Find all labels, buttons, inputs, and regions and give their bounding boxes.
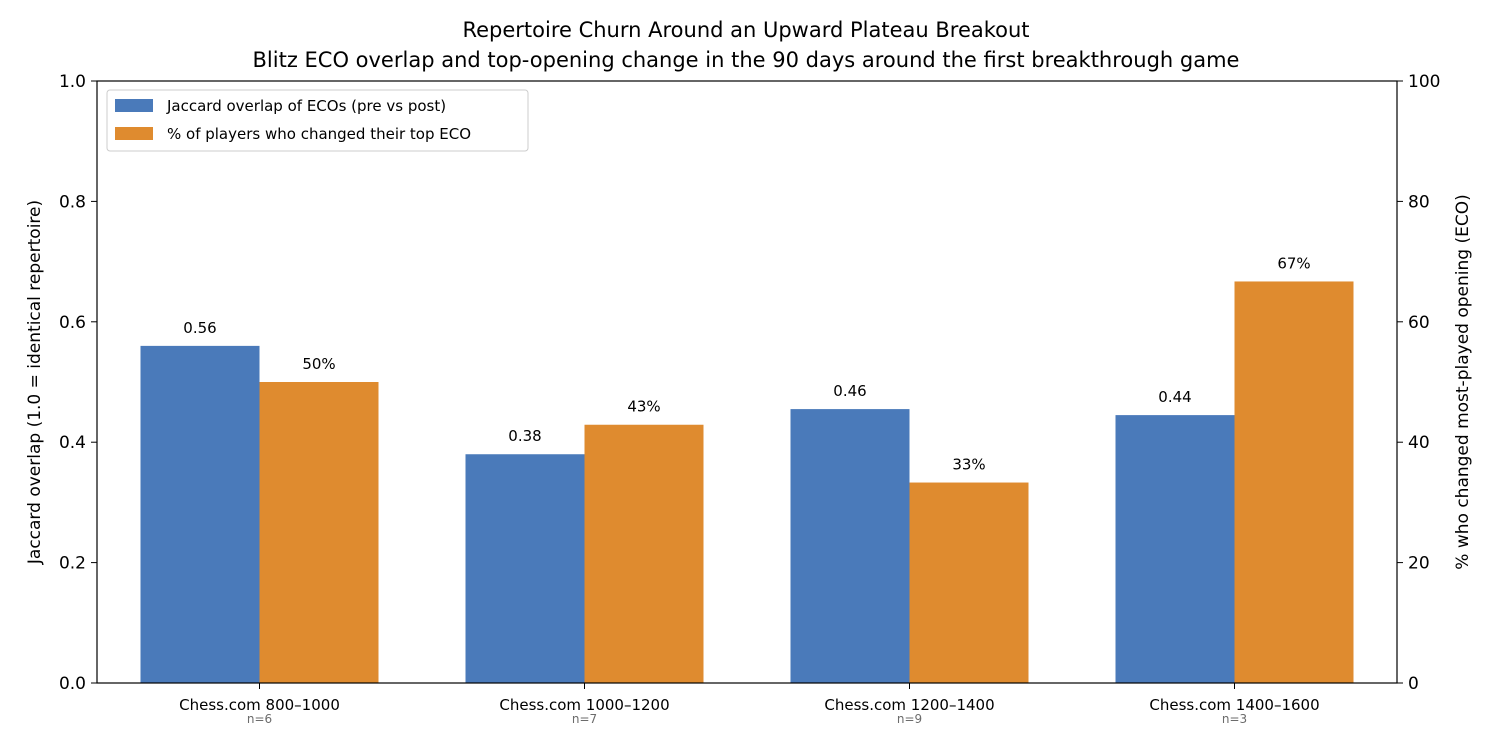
changed-top-eco-value-label-3: 33% (952, 456, 985, 474)
jaccard-value-label-4: 0.44 (1158, 388, 1191, 406)
changed-top-eco-bar-1 (259, 382, 379, 683)
y-axis-label: Jaccard overlap (1.0 = identical reperto… (25, 200, 45, 565)
jaccard-bar-1 (140, 345, 260, 683)
jaccard-value-label-3: 0.46 (833, 382, 866, 400)
x-tick-label-4: Chess.com 1400–1600 (1149, 696, 1319, 714)
bar-labels-layer: 0.56 50% 0.38 43% 0.46 33% 0.44 67% (183, 254, 1310, 473)
y2-tick-label-1: 0 (1408, 674, 1419, 694)
changed-top-eco-bar-2 (584, 424, 704, 683)
y2-tick-label-4: 60 (1408, 313, 1430, 333)
legend-label-2: % of players who changed their top ECO (167, 125, 471, 143)
y-tick-label-4: 0.6 (59, 313, 86, 333)
legend-swatch-1 (115, 99, 153, 112)
x-tick-note-2: n=7 (572, 712, 597, 726)
y2-tick-label-5: 80 (1408, 192, 1430, 212)
x-tick-note-1: n=6 (247, 712, 272, 726)
y2-tick-label-6: 100 (1408, 72, 1440, 92)
changed-top-eco-value-label-4: 67% (1277, 254, 1310, 272)
jaccard-bar-3 (790, 409, 910, 683)
y2-tick-label-3: 40 (1408, 433, 1430, 453)
jaccard-bar-4 (1115, 415, 1235, 683)
legend-swatch-2 (115, 127, 153, 140)
changed-top-eco-value-label-1: 50% (302, 355, 335, 373)
legend-label-1: Jaccard overlap of ECOs (pre vs post) (166, 97, 446, 115)
changed-top-eco-bar-4 (1234, 281, 1354, 683)
y-tick-label-6: 1.0 (59, 72, 86, 92)
x-tick-label-3: Chess.com 1200–1400 (824, 696, 994, 714)
jaccard-value-label-1: 0.56 (183, 319, 216, 337)
y-tick-label-1: 0.0 (59, 674, 86, 694)
legend: Jaccard overlap of ECOs (pre vs post) % o… (106, 89, 529, 152)
chart-subtitle: Blitz ECO overlap and top-opening change… (253, 48, 1240, 72)
x-tick-label-1: Chess.com 800–1000 (179, 696, 340, 714)
x-tick-label-2: Chess.com 1000–1200 (499, 696, 669, 714)
y2-tick-label-2: 20 (1408, 554, 1430, 574)
plot-frame (96, 80, 1398, 684)
jaccard-value-label-2: 0.38 (508, 427, 541, 445)
y2-axis-label: % who changed most-played opening (ECO) (1453, 194, 1473, 569)
y-tick-label-2: 0.2 (59, 554, 86, 574)
x-tick-note-4: n=3 (1222, 712, 1247, 726)
chart-title: Repertoire Churn Around an Upward Platea… (462, 18, 1029, 42)
changed-top-eco-bar-3 (909, 482, 1029, 683)
legend-box (106, 89, 529, 152)
changed-top-eco-value-label-2: 43% (627, 398, 660, 416)
x-tick-note-3: n=9 (897, 712, 922, 726)
y-tick-label-3: 0.4 (59, 433, 86, 453)
bars-layer (140, 281, 1354, 683)
jaccard-bar-2 (465, 454, 585, 683)
y-tick-label-5: 0.8 (59, 192, 86, 212)
